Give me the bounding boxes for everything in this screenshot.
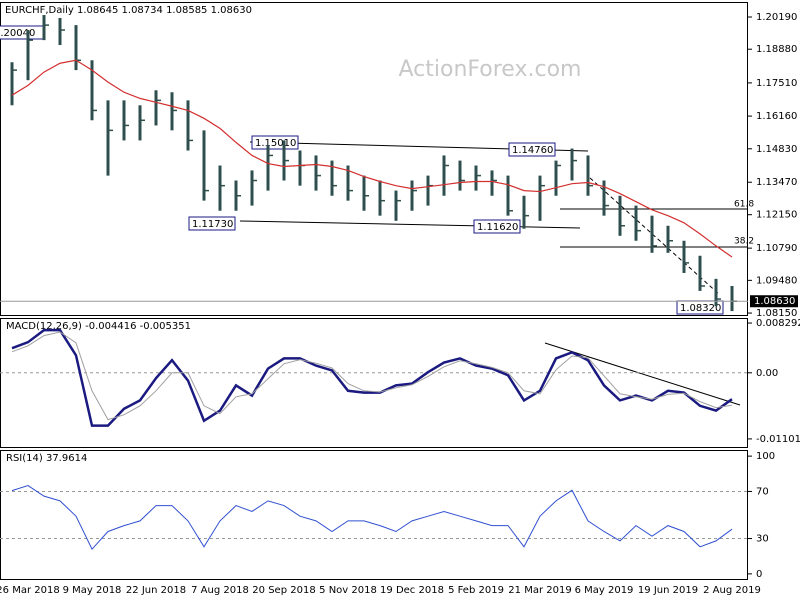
y-tick-label: 30 [756, 534, 769, 545]
y-tick-label: 100 [756, 451, 775, 462]
y-tick-label: 0 [756, 569, 762, 580]
x-tick-label: 20 Sep 2018 [252, 585, 315, 596]
y-tick-label: -0.011015 [756, 434, 800, 445]
x-tick-label: 5 Feb 2019 [448, 585, 504, 596]
x-tick-label: 19 Dec 2018 [380, 585, 444, 596]
annotation: 1.14760 [512, 145, 553, 156]
rsi-title: RSI(14) 37.9614 [6, 453, 87, 464]
y-tick-label: 70 [756, 486, 769, 497]
label-box [251, 135, 299, 150]
indicator-line [11, 485, 733, 551]
x-tick-label: 19 Jun 2019 [638, 585, 698, 596]
rsi-panel [0, 450, 748, 580]
y-tick-label: 0.008292 [756, 318, 800, 329]
macd-title: MACD(12,26,9) -0.004416 -0.005351 [6, 321, 191, 332]
chart-title: EURCHF,Daily 1.08645 1.08734 1.08585 1.0… [5, 5, 252, 16]
label-box [508, 142, 556, 157]
watermark: ActionForex.com [399, 57, 582, 82]
indicator-line [11, 331, 733, 421]
x-tick-label: 6 May 2019 [575, 585, 634, 596]
y-tick-label: 1.08150 [756, 308, 797, 319]
annotations: 1.20040 1.15010 1.14760 1.11730 1.11620 … [0, 25, 754, 315]
x-tick-label: 7 Aug 2018 [191, 585, 249, 596]
y-tick-label: 1.17510 [756, 78, 797, 89]
y-tick-label: 1.10790 [756, 243, 797, 254]
macd-panel [0, 318, 748, 448]
y-tick-label: 1.12150 [756, 210, 797, 221]
last-price-label: 1.08630 [754, 296, 795, 307]
y-tick-label: 1.13470 [756, 177, 797, 188]
annotation: 1.08320 [680, 303, 721, 314]
y-tick-label: 1.09480 [756, 275, 797, 286]
annotation: 1.11620 [477, 222, 518, 233]
annotation: 1.15010 [255, 138, 296, 149]
x-tick-label: 2 Aug 2019 [703, 585, 761, 596]
x-tick-label: 21 Mar 2019 [508, 585, 571, 596]
label-box [473, 219, 521, 234]
x-tick-label: 26 Mar 2018 [0, 585, 60, 596]
y-tick-label: 1.20190 [756, 12, 797, 23]
trend-line [589, 177, 721, 296]
y-tick-label: 1.14830 [756, 144, 797, 155]
y-tick-label: 1.16160 [756, 111, 797, 122]
x-tick-label: 22 Jun 2018 [126, 585, 186, 596]
annotation: 1.20040 [0, 28, 35, 39]
trend-line [544, 342, 741, 406]
y-tick-label: 0.00 [756, 368, 778, 379]
last-price-box [750, 295, 798, 308]
y-tick-label: 1.18880 [756, 44, 797, 55]
price-panel [0, 2, 748, 316]
x-tick-label: 5 Nov 2018 [319, 585, 377, 596]
label-box [188, 216, 236, 231]
x-tick-label: 9 May 2018 [63, 585, 122, 596]
indicator-line [11, 59, 733, 258]
fib-label: 38.2 [734, 237, 754, 247]
fib-label: 61.8 [734, 200, 754, 210]
indicator-line [11, 328, 733, 427]
annotation: 1.11730 [192, 219, 233, 230]
